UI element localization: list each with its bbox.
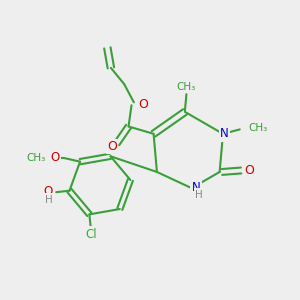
Text: CH₃: CH₃ [248, 123, 267, 133]
Text: O: O [43, 185, 52, 198]
Text: Cl: Cl [85, 228, 97, 241]
Text: O: O [107, 140, 117, 153]
Text: H: H [45, 194, 52, 205]
Text: CH₃: CH₃ [26, 152, 46, 163]
Text: O: O [50, 151, 59, 164]
Text: CH₃: CH₃ [177, 82, 196, 92]
Text: O: O [138, 98, 148, 111]
Text: N: N [192, 181, 200, 194]
Text: N: N [220, 127, 229, 140]
Text: H: H [195, 190, 203, 200]
Text: O: O [244, 164, 254, 177]
